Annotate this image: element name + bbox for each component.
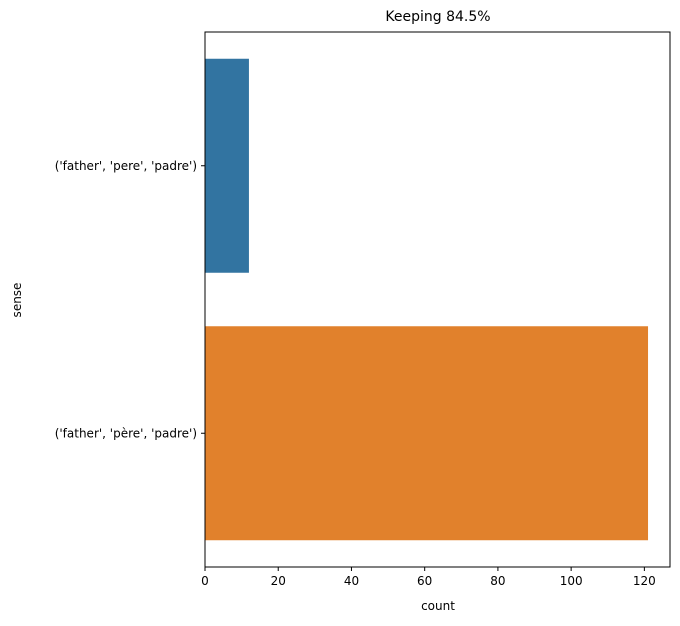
x-tick-label: 0 bbox=[201, 574, 209, 588]
bar bbox=[205, 58, 249, 273]
x-axis-label: count bbox=[421, 599, 455, 613]
bar bbox=[205, 326, 649, 541]
chart-title: Keeping 84.5% bbox=[385, 9, 490, 25]
x-tick-label: 80 bbox=[490, 574, 505, 588]
y-axis-label: sense bbox=[10, 283, 24, 318]
x-tick-label: 120 bbox=[633, 574, 656, 588]
x-tick-label: 100 bbox=[560, 574, 583, 588]
y-tick-label: ('father', 'pere', 'padre') bbox=[55, 159, 197, 173]
x-axis-ticks: 0 20 40 60 80 100 120 bbox=[201, 567, 656, 588]
x-tick-label: 40 bbox=[344, 574, 359, 588]
y-axis-ticks: ('father', 'pere', 'padre') ('father', 'p… bbox=[55, 159, 205, 440]
y-tick-label: ('father', 'père', 'padre') bbox=[55, 426, 197, 440]
plot-frame bbox=[204, 31, 671, 568]
x-tick-label: 60 bbox=[417, 574, 432, 588]
bars-layer bbox=[205, 58, 649, 541]
x-tick-label: 20 bbox=[271, 574, 286, 588]
